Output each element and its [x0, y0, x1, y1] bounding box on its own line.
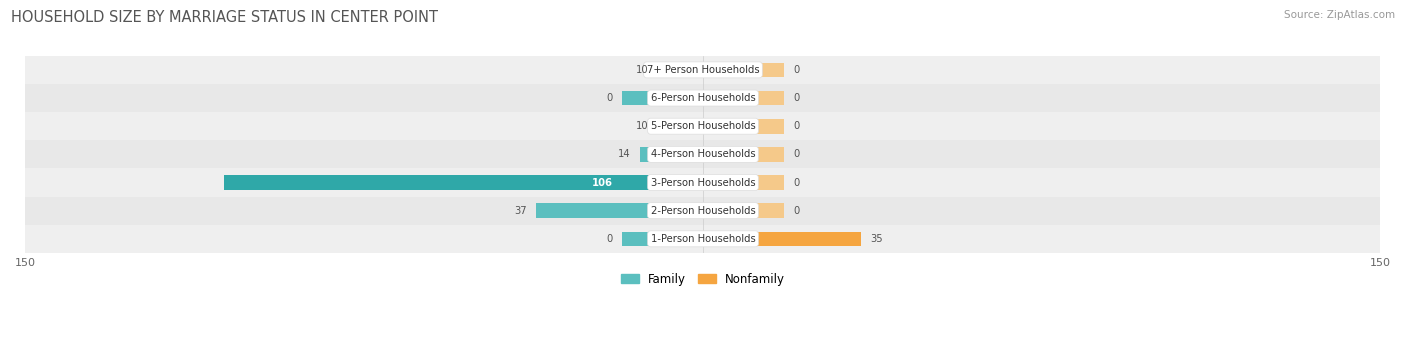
Legend: Family, Nonfamily: Family, Nonfamily: [616, 268, 790, 290]
Text: 37: 37: [515, 206, 527, 216]
Bar: [25, 168, 1381, 197]
Bar: [703, 232, 860, 246]
Bar: [621, 232, 703, 246]
Bar: [536, 203, 703, 218]
Bar: [25, 56, 1381, 84]
Bar: [25, 84, 1381, 112]
Text: 0: 0: [793, 177, 800, 188]
Bar: [703, 63, 785, 77]
Text: 0: 0: [793, 93, 800, 103]
Bar: [621, 91, 703, 105]
Text: Source: ZipAtlas.com: Source: ZipAtlas.com: [1284, 10, 1395, 20]
Bar: [658, 119, 703, 134]
Text: 0: 0: [793, 206, 800, 216]
Bar: [640, 147, 703, 162]
Text: 0: 0: [606, 93, 613, 103]
Bar: [25, 225, 1381, 253]
Text: HOUSEHOLD SIZE BY MARRIAGE STATUS IN CENTER POINT: HOUSEHOLD SIZE BY MARRIAGE STATUS IN CEN…: [11, 10, 439, 25]
Text: 0: 0: [793, 121, 800, 131]
Bar: [658, 63, 703, 77]
Bar: [703, 147, 785, 162]
Text: 7+ Person Households: 7+ Person Households: [647, 65, 759, 75]
Text: 0: 0: [793, 65, 800, 75]
Text: 10: 10: [636, 121, 648, 131]
Text: 106: 106: [592, 177, 613, 188]
Bar: [25, 140, 1381, 168]
Text: 4-Person Households: 4-Person Households: [651, 149, 755, 159]
Text: 0: 0: [793, 149, 800, 159]
Bar: [25, 112, 1381, 140]
Text: 2-Person Households: 2-Person Households: [651, 206, 755, 216]
Bar: [703, 119, 785, 134]
Text: 10: 10: [636, 65, 648, 75]
Text: 0: 0: [606, 234, 613, 244]
Bar: [703, 175, 785, 190]
Text: 35: 35: [870, 234, 883, 244]
Text: 3-Person Households: 3-Person Households: [651, 177, 755, 188]
Bar: [703, 203, 785, 218]
Bar: [224, 175, 703, 190]
Bar: [25, 197, 1381, 225]
Text: 1-Person Households: 1-Person Households: [651, 234, 755, 244]
Text: 14: 14: [619, 149, 631, 159]
Text: 5-Person Households: 5-Person Households: [651, 121, 755, 131]
Text: 6-Person Households: 6-Person Households: [651, 93, 755, 103]
Bar: [703, 91, 785, 105]
